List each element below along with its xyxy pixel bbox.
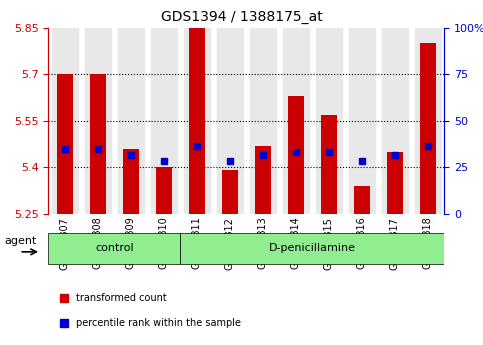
Bar	[414, 28, 441, 214]
Bar	[316, 28, 342, 214]
Bar	[151, 28, 177, 214]
Text: D-penicillamine: D-penicillamine	[269, 244, 356, 253]
Bar	[250, 28, 276, 214]
Bar	[354, 186, 370, 214]
Bar	[386, 152, 403, 214]
FancyBboxPatch shape	[180, 233, 444, 264]
Bar	[89, 74, 106, 214]
Text: agent: agent	[5, 237, 37, 246]
Bar	[382, 28, 408, 214]
Bar	[222, 170, 238, 214]
Bar	[321, 115, 337, 214]
Text: GDS1394 / 1388175_at: GDS1394 / 1388175_at	[161, 10, 322, 24]
Bar	[283, 28, 309, 214]
Text: control: control	[95, 244, 134, 253]
Bar	[420, 43, 436, 214]
Bar	[188, 28, 205, 214]
Text: percentile rank within the sample: percentile rank within the sample	[76, 318, 241, 327]
Bar	[118, 28, 144, 214]
Bar	[57, 74, 73, 214]
Bar	[216, 28, 243, 214]
FancyBboxPatch shape	[48, 233, 180, 264]
Bar	[85, 28, 111, 214]
Bar	[184, 28, 210, 214]
Bar	[255, 146, 271, 214]
Bar	[123, 149, 139, 214]
Text: transformed count: transformed count	[76, 293, 167, 303]
Bar	[156, 167, 172, 214]
Bar	[52, 28, 78, 214]
Bar	[349, 28, 375, 214]
Bar	[287, 96, 304, 214]
